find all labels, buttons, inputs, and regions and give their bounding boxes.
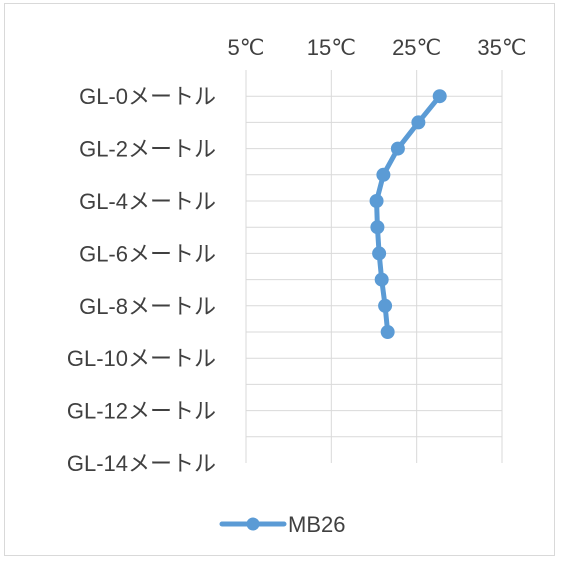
y-tick-label: GL-6メートル xyxy=(79,241,216,266)
data-point xyxy=(370,220,385,235)
x-tick-label: 5℃ xyxy=(228,35,265,60)
y-tick-label: GL-8メートル xyxy=(79,294,216,319)
data-point xyxy=(390,141,405,156)
data-point xyxy=(374,272,389,287)
data-point xyxy=(432,89,447,104)
x-tick-label: 15℃ xyxy=(307,35,356,60)
data-point xyxy=(411,115,426,130)
x-tick-label: 35℃ xyxy=(477,35,526,60)
series-line-mb26 xyxy=(374,93,443,335)
y-tick-label: GL-12メートル xyxy=(67,399,216,424)
data-point xyxy=(380,325,395,339)
y-tick-label: GL-10メートル xyxy=(67,346,216,371)
y-tick-label: GL-0メートル xyxy=(79,84,216,109)
data-point xyxy=(376,167,391,182)
y-tick-label: GL-4メートル xyxy=(79,189,216,214)
y-tick-label: GL-2メートル xyxy=(79,137,216,162)
legend-label: MB26 xyxy=(288,512,345,537)
data-point xyxy=(372,246,387,261)
data-point xyxy=(369,194,384,208)
data-point xyxy=(378,298,393,313)
x-tick-label: 25℃ xyxy=(392,35,441,60)
legend-marker xyxy=(246,517,260,531)
y-tick-label: GL-14メートル xyxy=(67,451,216,476)
